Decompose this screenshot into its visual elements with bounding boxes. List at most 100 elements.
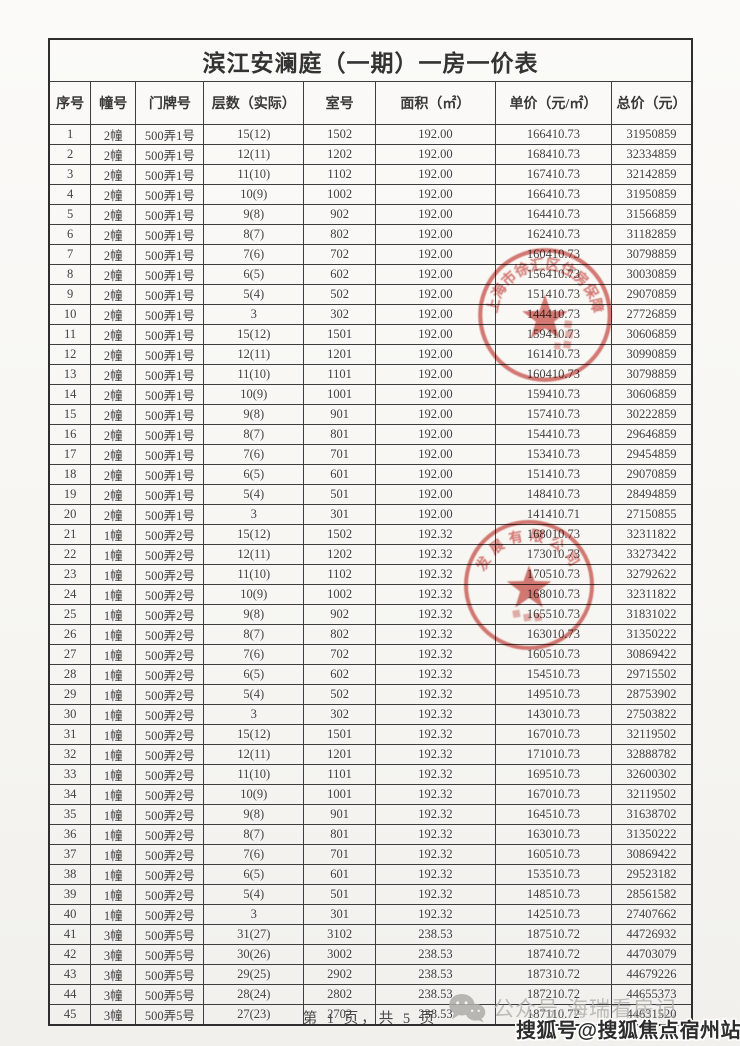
table-cell: 500弄2号 bbox=[135, 664, 205, 685]
table-cell: 3幢 bbox=[90, 964, 137, 985]
table-cell: 3 bbox=[203, 704, 305, 725]
table-row: 40 1幢 500弄2号 3 301 192.32 142510.73 27407662 bbox=[48, 904, 693, 925]
table-cell: 6(5) bbox=[203, 464, 305, 485]
table-row: 2 2幢 500弄1号 12(11) 1202 192.00 168410.73 323348… bbox=[48, 144, 693, 165]
table-cell: 11(10) bbox=[203, 564, 305, 585]
table-cell: 500弄1号 bbox=[135, 284, 205, 305]
table-cell: 1501 bbox=[303, 324, 377, 345]
table-cell: 44655373 bbox=[611, 984, 693, 1005]
table-cell: 23 bbox=[48, 564, 92, 585]
table-cell: 500弄2号 bbox=[135, 544, 205, 565]
table-cell: 44703079 bbox=[611, 944, 693, 965]
table-cell: 30 bbox=[48, 704, 92, 725]
table-cell: 701 bbox=[303, 444, 377, 465]
table-cell: 192.00 bbox=[375, 284, 496, 305]
table-cell: 192.32 bbox=[375, 524, 496, 545]
table-cell: 170510.73 bbox=[494, 564, 613, 585]
table-row: 20 2幢 500弄1号 3 301 192.00 141410.71 27150855 bbox=[48, 504, 693, 525]
column-header: 单价（元/㎡） bbox=[494, 81, 613, 125]
table-cell: 192.00 bbox=[375, 424, 496, 445]
column-header: 室号 bbox=[303, 81, 377, 125]
table-cell: 1001 bbox=[303, 784, 377, 805]
table-cell: 500弄1号 bbox=[135, 224, 205, 245]
table-cell: 8(7) bbox=[203, 424, 305, 445]
table-cell: 192.32 bbox=[375, 624, 496, 645]
table-cell: 2幢 bbox=[90, 244, 137, 265]
table-cell: 9(8) bbox=[203, 404, 305, 425]
table-cell: 500弄2号 bbox=[135, 844, 205, 865]
table-cell: 192.00 bbox=[375, 204, 496, 225]
table-cell: 3幢 bbox=[90, 944, 137, 965]
table-cell: 192.32 bbox=[375, 584, 496, 605]
table-cell: 1502 bbox=[303, 524, 377, 545]
table-cell: 29646859 bbox=[611, 424, 693, 445]
table-cell: 29715502 bbox=[611, 664, 693, 685]
table-cell: 12(11) bbox=[203, 744, 305, 765]
table-cell: 32792622 bbox=[611, 564, 693, 585]
table-cell: 902 bbox=[303, 204, 377, 225]
table-cell: 500弄2号 bbox=[135, 884, 205, 905]
table-cell: 500弄1号 bbox=[135, 384, 205, 405]
table-cell: 902 bbox=[303, 604, 377, 625]
table-cell: 500弄1号 bbox=[135, 244, 205, 265]
table-cell: 144410.73 bbox=[494, 304, 613, 325]
table-row: 38 1幢 500弄2号 6(5) 601 192.32 153510.73 29523182 bbox=[48, 864, 693, 885]
table-cell: 34 bbox=[48, 784, 92, 805]
table-cell: 1幢 bbox=[90, 764, 137, 785]
table-cell: 2幢 bbox=[90, 224, 137, 245]
table-cell: 40 bbox=[48, 904, 92, 925]
table-cell: 500弄1号 bbox=[135, 184, 205, 205]
table-cell: 192.00 bbox=[375, 164, 496, 185]
table-cell: 38 bbox=[48, 864, 92, 885]
table-cell: 702 bbox=[303, 644, 377, 665]
table-cell: 27407662 bbox=[611, 904, 693, 925]
table-cell: 148410.73 bbox=[494, 484, 613, 505]
table-cell: 31566859 bbox=[611, 204, 693, 225]
table-cell: 1幢 bbox=[90, 604, 137, 625]
table-row: 32 1幢 500弄2号 12(11) 1201 192.32 171010.73 32888… bbox=[48, 744, 693, 765]
table-cell: 500弄1号 bbox=[135, 504, 205, 525]
table-cell: 11(10) bbox=[203, 364, 305, 385]
table-cell: 500弄1号 bbox=[135, 304, 205, 325]
table-cell: 1幢 bbox=[90, 684, 137, 705]
table-cell: 7(6) bbox=[203, 444, 305, 465]
table-cell: 12(11) bbox=[203, 544, 305, 565]
table-cell: 30606859 bbox=[611, 384, 693, 405]
table-cell: 3102 bbox=[303, 924, 377, 945]
table-cell: 500弄5号 bbox=[135, 944, 205, 965]
table-cell: 192.00 bbox=[375, 404, 496, 425]
table-cell: 1101 bbox=[303, 764, 377, 785]
table-cell: 8(7) bbox=[203, 624, 305, 645]
table-cell: 15(12) bbox=[203, 724, 305, 745]
table-cell: 9(8) bbox=[203, 604, 305, 625]
table-cell: 901 bbox=[303, 404, 377, 425]
table-cell: 3幢 bbox=[90, 1004, 137, 1026]
table-cell: 500弄1号 bbox=[135, 444, 205, 465]
table-cell: 10(9) bbox=[203, 184, 305, 205]
table-cell: 1幢 bbox=[90, 904, 137, 925]
table-cell: 141410.71 bbox=[494, 504, 613, 525]
table-cell: 36 bbox=[48, 824, 92, 845]
table-cell: 801 bbox=[303, 824, 377, 845]
table-cell: 33273422 bbox=[611, 544, 693, 565]
table-cell: 15(12) bbox=[203, 524, 305, 545]
table-cell: 31(27) bbox=[203, 924, 305, 945]
table-cell: 153410.73 bbox=[494, 444, 613, 465]
table-cell: 1幢 bbox=[90, 744, 137, 765]
table-row: 29 1幢 500弄2号 5(4) 502 192.32 149510.73 28753902 bbox=[48, 684, 693, 705]
table-cell: 4 bbox=[48, 184, 92, 205]
table-cell: 601 bbox=[303, 864, 377, 885]
table-cell: 2幢 bbox=[90, 204, 137, 225]
table-cell: 192.32 bbox=[375, 604, 496, 625]
table-cell: 27150855 bbox=[611, 504, 693, 525]
table-cell: 6(5) bbox=[203, 864, 305, 885]
table-cell: 3 bbox=[203, 904, 305, 925]
table-row: 14 2幢 500弄1号 10(9) 1001 192.00 159410.73 306068… bbox=[48, 384, 693, 405]
table-cell: 22 bbox=[48, 544, 92, 565]
table-cell: 166410.73 bbox=[494, 184, 613, 205]
table-cell: 500弄2号 bbox=[135, 784, 205, 805]
table-cell: 901 bbox=[303, 804, 377, 825]
table-cell: 1幢 bbox=[90, 524, 137, 545]
table-cell: 802 bbox=[303, 224, 377, 245]
table-cell: 32600302 bbox=[611, 764, 693, 785]
